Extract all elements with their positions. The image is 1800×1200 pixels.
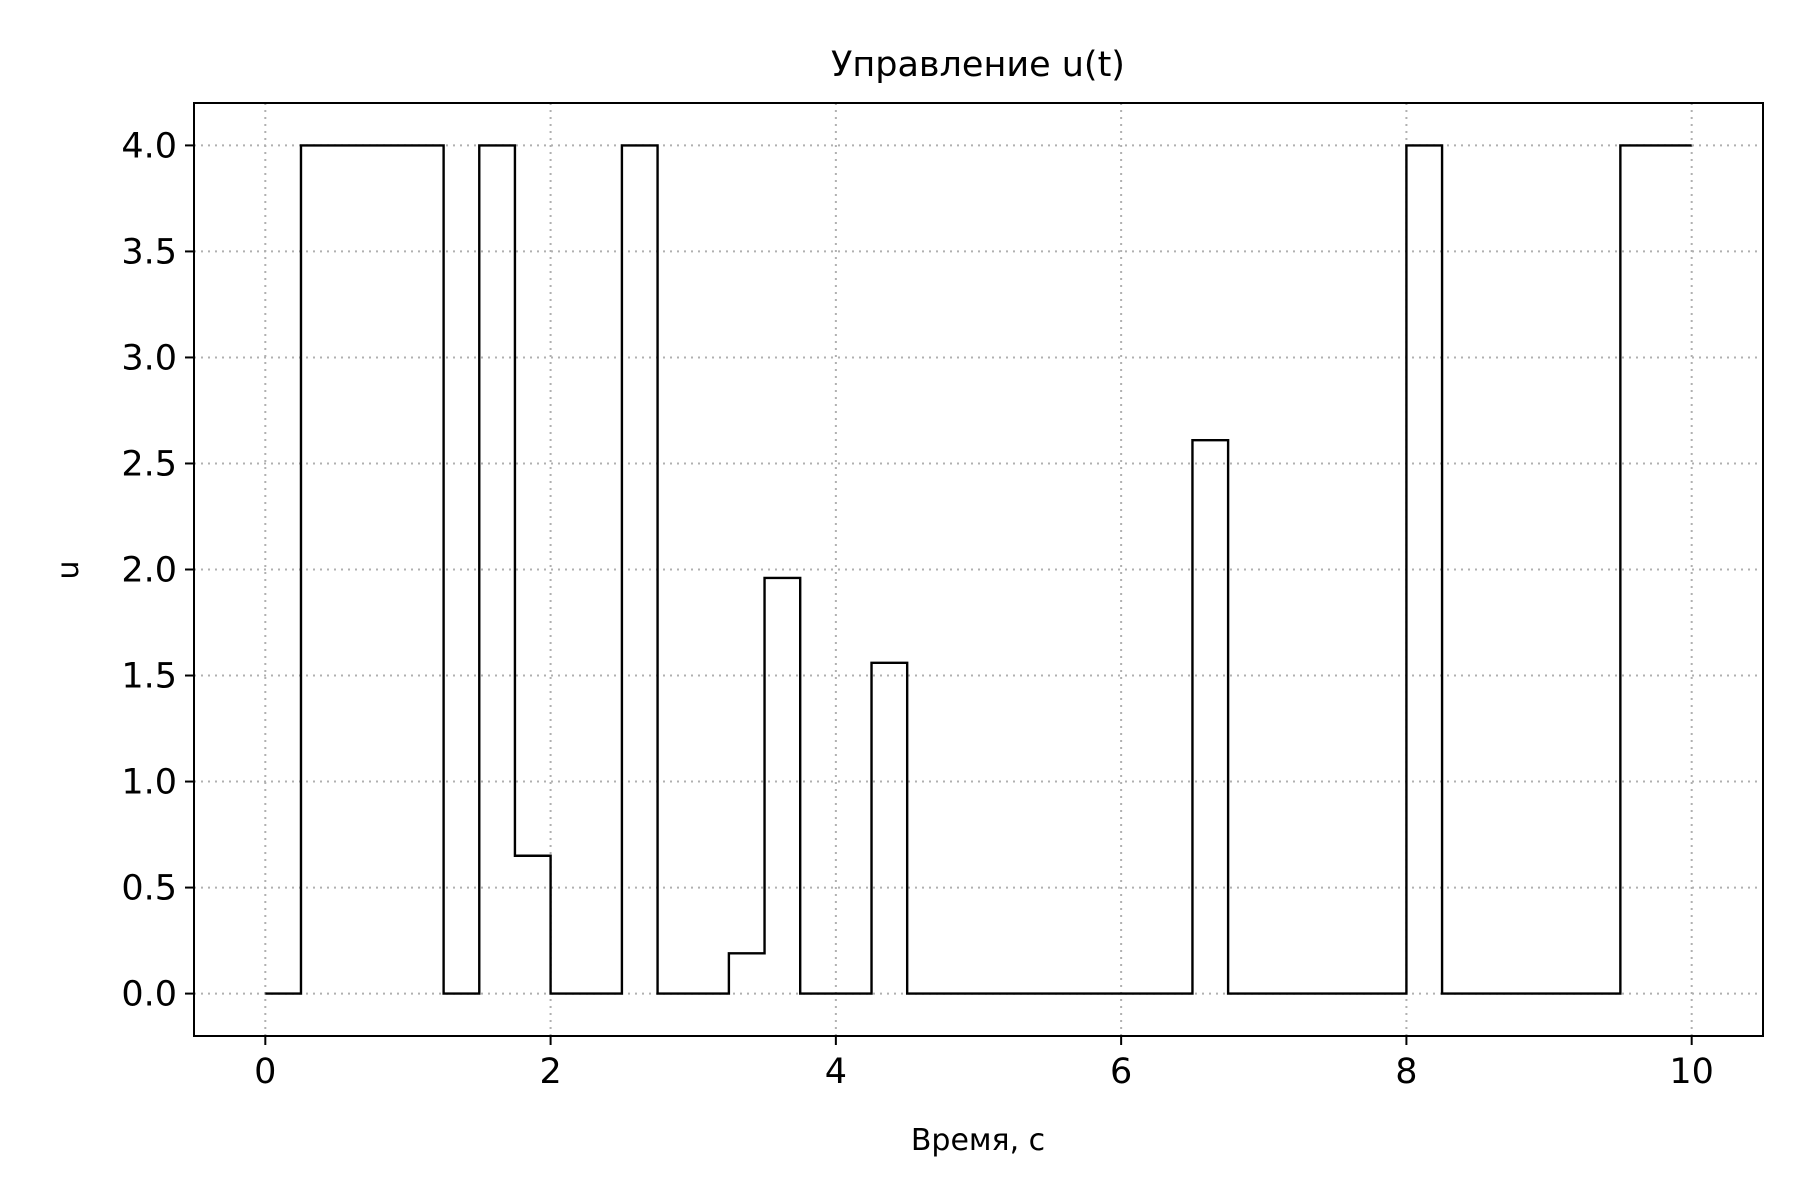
y-tick-label: 3.5 [121, 232, 177, 272]
y-tick-label: 2.0 [121, 551, 177, 591]
series-group [265, 144, 1692, 995]
chart-title: Управление u(t) [831, 45, 1125, 85]
x-tick-label: 4 [825, 1052, 847, 1092]
x-tick-label: 2 [539, 1052, 561, 1092]
y-tick-label: 1.0 [121, 763, 177, 803]
x-axis-label: Время, с [911, 1123, 1045, 1158]
x-tick-label: 0 [254, 1052, 276, 1092]
y-tick-label: 3.0 [121, 338, 177, 378]
y-tick-label: 0.5 [121, 869, 177, 909]
y-tick-label: 0.0 [121, 975, 177, 1015]
y-tick-label: 4.0 [121, 126, 177, 166]
y-tick-label: 1.5 [121, 657, 177, 697]
grid-lines [194, 103, 1763, 1036]
y-axis-label: u [51, 560, 86, 579]
x-tick-label: 10 [1669, 1052, 1714, 1092]
axis-ticks: 0 2 4 6 8 10 0.0 0.5 1.0 1.5 2.0 2.5 3.0 3.5 4.0 [121, 126, 1714, 1092]
series-line-u [265, 144, 1692, 995]
y-tick-label: 2.5 [121, 444, 177, 484]
x-tick-label: 6 [1110, 1052, 1132, 1092]
x-tick-label: 8 [1395, 1052, 1417, 1092]
